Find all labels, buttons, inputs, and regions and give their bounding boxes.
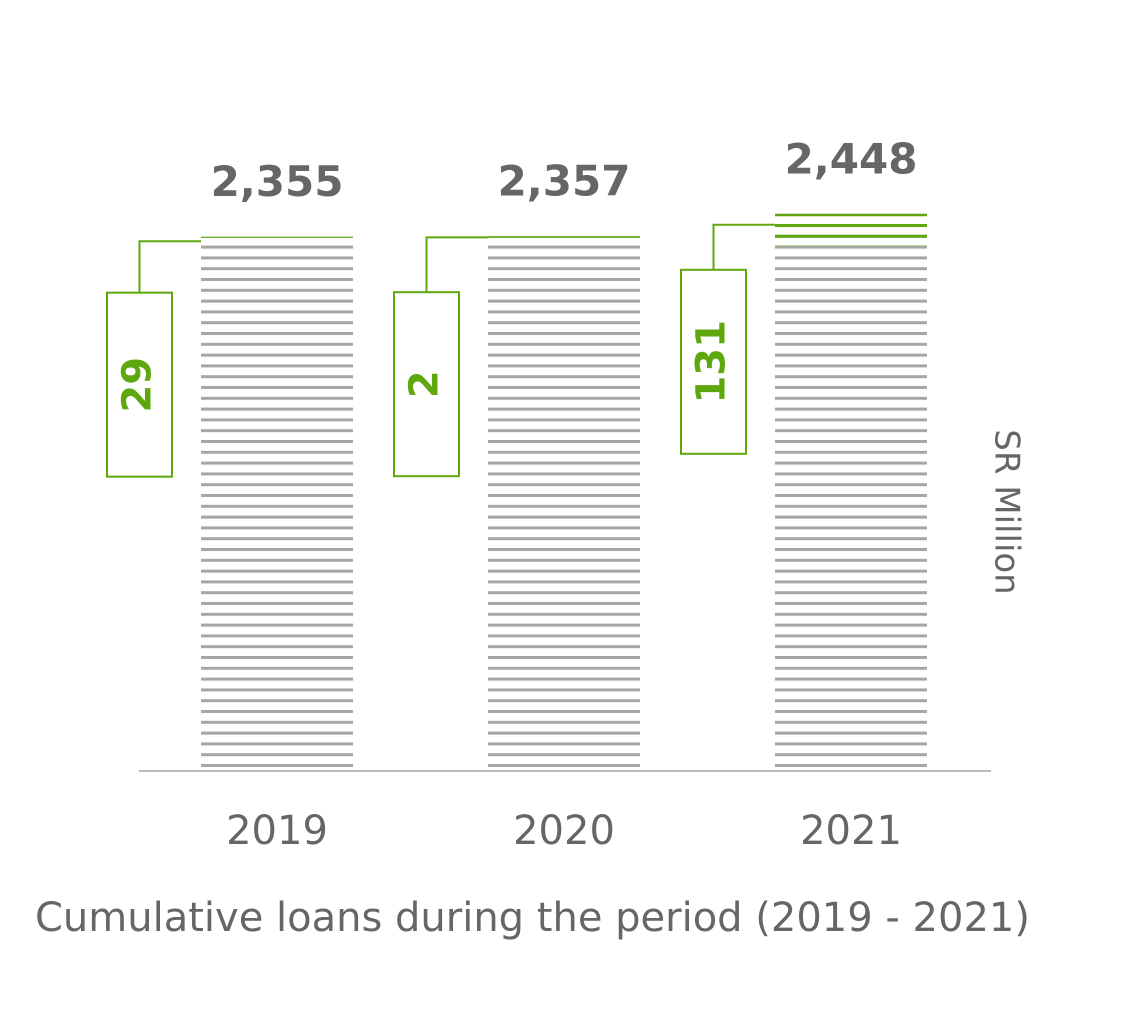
bar (201, 236, 353, 767)
connector (425, 236, 488, 293)
x-tick-label: 2020 (513, 808, 615, 854)
bar (488, 236, 640, 767)
bar-addition (775, 213, 927, 247)
addition-label: 29 (115, 357, 161, 413)
addition-box (393, 291, 460, 478)
caption: Cumulative loans during the period (2019… (35, 895, 1030, 941)
bar-addition (201, 236, 353, 244)
connector (138, 240, 201, 293)
addition-label: 2 (402, 370, 448, 398)
value-label: 2,357 (498, 157, 631, 206)
x-tick-label: 2019 (226, 808, 328, 854)
connector (712, 223, 775, 270)
addition-box (680, 268, 747, 455)
addition-label: 131 (689, 320, 735, 404)
bar-addition (488, 236, 640, 240)
y-axis-label: SR Million (987, 429, 1027, 594)
x-tick-label: 2021 (800, 808, 902, 854)
value-label: 2,355 (211, 157, 344, 206)
value-label: 2,448 (785, 134, 918, 183)
addition-box (106, 291, 173, 478)
bar (775, 213, 927, 768)
